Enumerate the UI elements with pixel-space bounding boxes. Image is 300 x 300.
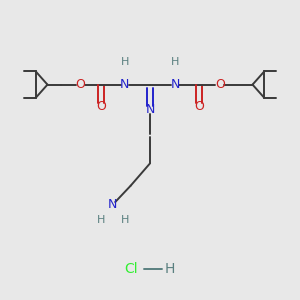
Text: H: H (121, 215, 129, 225)
Text: N: N (108, 199, 118, 212)
Text: O: O (96, 100, 106, 113)
Text: H: H (164, 262, 175, 276)
Text: N: N (120, 78, 129, 91)
Text: N: N (145, 103, 155, 116)
Text: H: H (97, 215, 105, 225)
Text: O: O (215, 78, 225, 91)
Text: O: O (75, 78, 85, 91)
Text: Cl: Cl (124, 262, 137, 276)
Text: O: O (194, 100, 204, 113)
Text: H: H (171, 57, 179, 67)
Text: N: N (171, 78, 180, 91)
Text: H: H (121, 57, 129, 67)
